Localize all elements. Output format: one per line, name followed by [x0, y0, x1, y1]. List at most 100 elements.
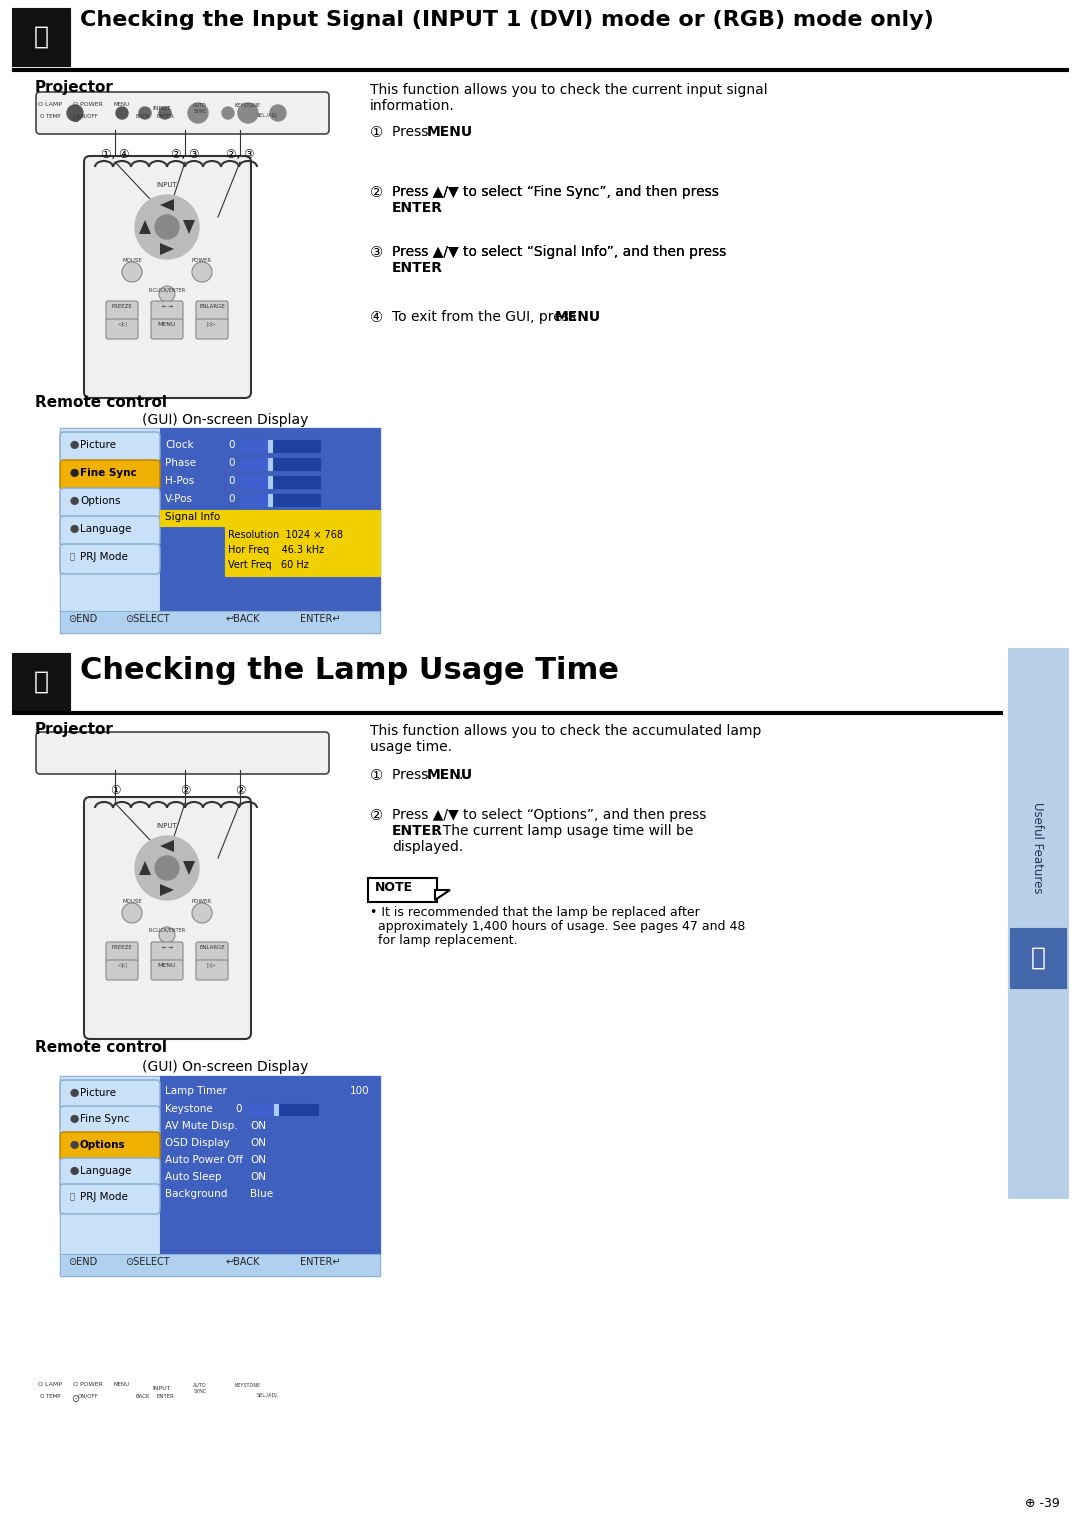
Circle shape — [156, 215, 179, 238]
Bar — [240, 458, 270, 471]
Bar — [12, 69, 1068, 70]
Bar — [248, 1105, 318, 1115]
Text: INPUT: INPUT — [152, 1386, 172, 1390]
Text: 0: 0 — [228, 458, 234, 468]
Text: Press: Press — [392, 125, 433, 139]
Text: Fine Sync: Fine Sync — [80, 1114, 130, 1125]
FancyBboxPatch shape — [151, 319, 183, 339]
Text: usage time.: usage time. — [370, 740, 453, 753]
FancyBboxPatch shape — [84, 156, 251, 397]
Text: ①, ④: ①, ④ — [100, 148, 130, 160]
Bar — [274, 1105, 278, 1115]
Text: ⛰: ⛰ — [1030, 946, 1045, 970]
Text: Useful Features: Useful Features — [1031, 802, 1044, 894]
Polygon shape — [160, 840, 174, 853]
Text: ③: ③ — [370, 244, 383, 260]
FancyBboxPatch shape — [60, 460, 160, 490]
Polygon shape — [139, 860, 151, 876]
Text: Press: Press — [392, 769, 433, 782]
Text: Auto Power Off: Auto Power Off — [165, 1155, 243, 1164]
Text: .: . — [455, 125, 459, 139]
Text: O POWER: O POWER — [73, 102, 103, 107]
Text: displayed.: displayed. — [392, 840, 463, 854]
Bar — [1010, 927, 1066, 989]
Circle shape — [122, 903, 141, 923]
FancyBboxPatch shape — [36, 92, 329, 134]
Text: ②: ② — [370, 808, 383, 824]
Text: Checking the Lamp Usage Time: Checking the Lamp Usage Time — [80, 656, 619, 685]
Text: Hor Freq    46.3 kHz: Hor Freq 46.3 kHz — [228, 545, 324, 555]
Text: . The current lamp usage time will be: . The current lamp usage time will be — [434, 824, 693, 837]
Text: ENTER: ENTER — [392, 824, 443, 837]
FancyBboxPatch shape — [106, 941, 138, 963]
Polygon shape — [435, 889, 450, 900]
FancyBboxPatch shape — [106, 301, 138, 321]
Text: ENTER: ENTER — [392, 261, 443, 275]
Text: ◁◁: ◁◁ — [118, 322, 126, 327]
Text: MENU: MENU — [158, 963, 176, 969]
FancyBboxPatch shape — [106, 960, 138, 979]
Circle shape — [159, 286, 175, 303]
Text: ▷▷: ▷▷ — [207, 963, 217, 969]
Text: ON/OFF: ON/OFF — [78, 1394, 98, 1400]
Text: Vert Freq   60 Hz: Vert Freq 60 Hz — [228, 559, 309, 570]
Bar — [12, 711, 1002, 714]
Text: O LAMP: O LAMP — [38, 102, 62, 107]
FancyBboxPatch shape — [60, 487, 160, 518]
Text: Press ▲/▼ to select “Fine Sync”, and then press: Press ▲/▼ to select “Fine Sync”, and the… — [392, 185, 719, 199]
FancyBboxPatch shape — [195, 960, 228, 979]
Text: (GUI) On-screen Display: (GUI) On-screen Display — [141, 413, 308, 426]
Text: ← →: ← → — [162, 944, 173, 950]
Text: 0: 0 — [235, 1105, 242, 1114]
Text: O POWER: O POWER — [73, 1381, 103, 1387]
Bar — [60, 1254, 380, 1276]
Bar — [268, 440, 272, 452]
Text: Checking the Input Signal (INPUT 1 (DVI) mode or (RGB) mode only): Checking the Input Signal (INPUT 1 (DVI)… — [80, 11, 934, 31]
Circle shape — [222, 107, 234, 119]
Text: ENLARGE: ENLARGE — [199, 304, 225, 309]
Text: Signal Info: Signal Info — [165, 512, 220, 523]
Bar — [1008, 648, 1068, 1198]
FancyBboxPatch shape — [60, 432, 160, 461]
Text: ↩BACK: ↩BACK — [225, 1258, 259, 1267]
Text: Projector: Projector — [35, 723, 113, 736]
Text: INPUT: INPUT — [157, 182, 177, 188]
Text: BACK: BACK — [136, 115, 150, 119]
Text: FREEZE: FREEZE — [111, 304, 133, 309]
Bar — [240, 494, 270, 506]
FancyBboxPatch shape — [60, 1158, 160, 1187]
Text: ①: ① — [110, 784, 120, 798]
Circle shape — [159, 107, 171, 119]
Text: Auto Sleep: Auto Sleep — [165, 1172, 221, 1183]
Text: ⛰: ⛰ — [33, 669, 49, 694]
Bar — [240, 458, 320, 471]
Text: .: . — [427, 202, 431, 215]
Text: 0: 0 — [228, 440, 234, 451]
Bar — [60, 428, 380, 633]
Text: • It is recommended that the lamp be replaced after: • It is recommended that the lamp be rep… — [370, 906, 700, 918]
FancyBboxPatch shape — [151, 301, 183, 321]
Text: O LAMP: O LAMP — [38, 1381, 62, 1387]
FancyBboxPatch shape — [84, 798, 251, 1039]
Circle shape — [135, 196, 199, 260]
Text: ENLARGE: ENLARGE — [199, 944, 225, 950]
FancyBboxPatch shape — [60, 516, 160, 545]
Text: ⬤: ⬤ — [70, 497, 79, 504]
Circle shape — [67, 105, 83, 121]
Text: ENTER: ENTER — [157, 115, 174, 119]
Text: ④: ④ — [370, 310, 383, 325]
Text: ①: ① — [370, 125, 383, 141]
FancyBboxPatch shape — [106, 319, 138, 339]
Circle shape — [238, 102, 258, 122]
Text: ⊙: ⊙ — [71, 115, 79, 124]
Text: ON: ON — [249, 1172, 266, 1183]
Text: MOUSE: MOUSE — [122, 258, 141, 263]
FancyBboxPatch shape — [36, 732, 329, 775]
Text: To exit from the GUI, press: To exit from the GUI, press — [392, 310, 580, 324]
Bar — [12, 8, 70, 66]
Text: R-CLICK/ENTER: R-CLICK/ENTER — [148, 927, 186, 934]
Text: ▷▷: ▷▷ — [207, 322, 217, 327]
Bar — [225, 526, 380, 576]
Text: MENU: MENU — [427, 769, 473, 782]
Text: SEL./ADJ.: SEL./ADJ. — [257, 113, 279, 118]
